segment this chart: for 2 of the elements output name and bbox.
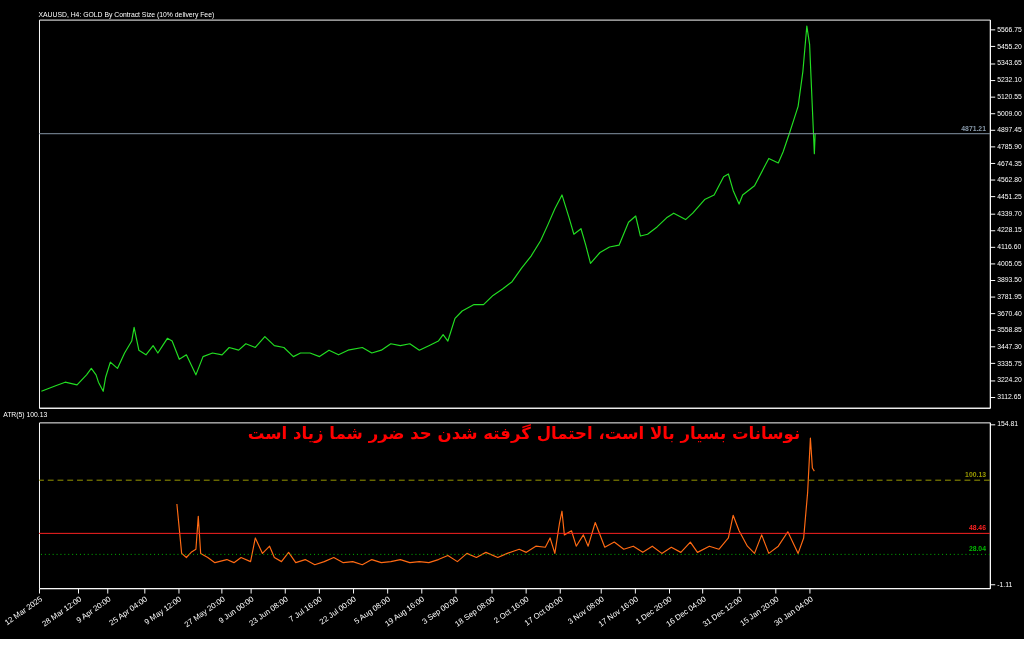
annotation: نوسانات بسیار بالا است، احتمال گرفته شدن حد ضرر شما زیاد است — [247, 422, 801, 444]
line-series — [40, 25, 816, 392]
